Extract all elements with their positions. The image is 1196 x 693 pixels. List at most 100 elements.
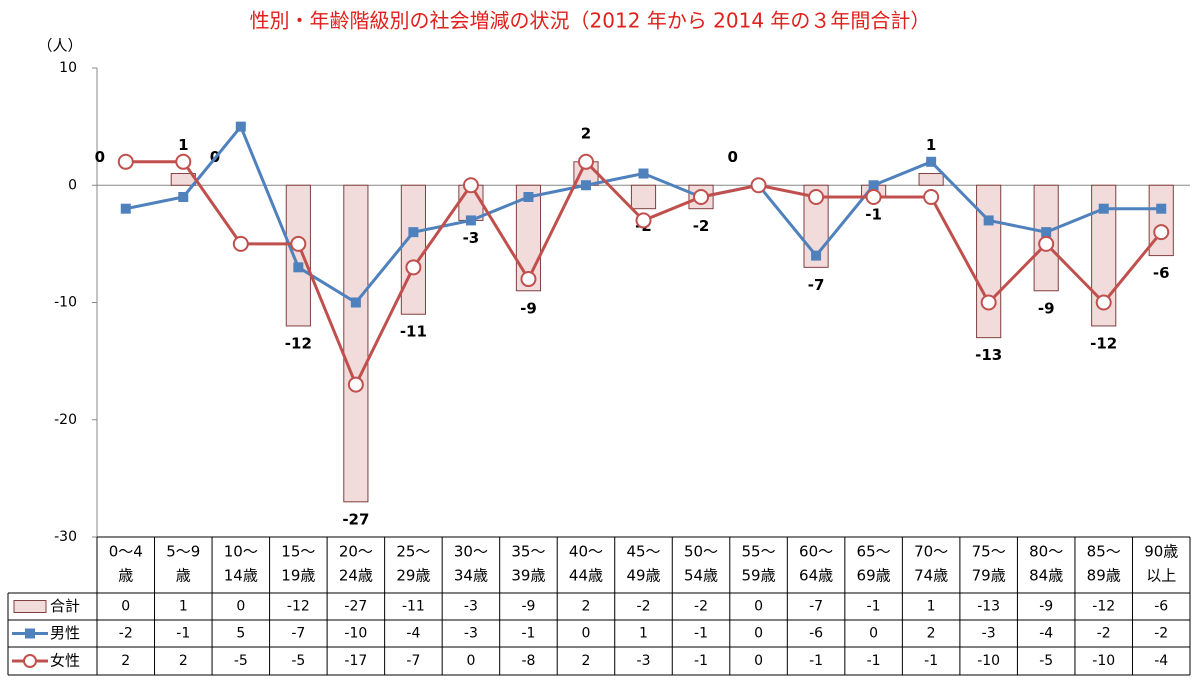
marker	[980, 294, 997, 311]
x-tick-label: 29歳	[396, 567, 430, 585]
marker	[462, 177, 479, 194]
x-tick-label: 25～	[396, 543, 430, 561]
x-tick-label: 40～	[569, 543, 603, 561]
data-label: -13	[975, 346, 1002, 364]
marker	[293, 262, 304, 273]
x-tick-label: 14歳	[224, 567, 258, 585]
table-cell: -6	[1154, 599, 1168, 615]
table-cell: -1	[694, 626, 708, 642]
x-tick-label: 89歳	[1087, 567, 1121, 585]
data-label: -12	[1090, 334, 1117, 352]
x-tick-label: 歳	[176, 567, 191, 585]
y-unit: （人）	[37, 37, 82, 55]
legend-marker	[23, 654, 37, 668]
x-tick-label: 85～	[1087, 543, 1121, 561]
y-tick-label: 10	[59, 60, 77, 76]
table-cell: -5	[1039, 653, 1053, 669]
x-tick-label: 69歳	[857, 567, 891, 585]
x-tick-label: 以上	[1146, 567, 1176, 585]
table-cell: -3	[464, 626, 478, 642]
x-tick-label: 60～	[799, 543, 833, 561]
x-tick-label: 44歳	[569, 567, 603, 585]
table-cell: 1	[927, 599, 936, 615]
data-label: -11	[400, 323, 427, 341]
table-cell: 0	[466, 653, 475, 669]
x-tick-label: 49歳	[626, 567, 660, 585]
table-cell: 2	[179, 653, 188, 669]
data-label: 1	[926, 136, 936, 154]
bar	[630, 184, 657, 210]
x-tick-label: 45～	[626, 543, 660, 561]
table-cell: -1	[867, 653, 881, 669]
x-tick-label: 79歳	[972, 567, 1006, 585]
x-tick-label: 5～9	[166, 543, 200, 561]
data-label: -12	[285, 334, 312, 352]
data-label: -6	[1153, 264, 1170, 282]
x-tick-label: 50～	[684, 543, 718, 561]
table-cell: -10	[344, 626, 367, 642]
table-cell: -4	[406, 626, 420, 642]
table-cell: -1	[176, 626, 190, 642]
table-cell: 1	[179, 599, 188, 615]
table-cell: 2	[927, 626, 936, 642]
marker	[923, 188, 940, 205]
x-tick-label: 歳	[118, 567, 133, 585]
x-tick-label: 90歳	[1144, 543, 1178, 561]
x-tick-label: 35～	[511, 543, 545, 561]
table-cell: -7	[406, 653, 420, 669]
data-label: -27	[342, 510, 369, 528]
x-tick-label: 19歳	[281, 567, 315, 585]
x-tick-label: 15～	[281, 543, 315, 561]
y-tick-label: -30	[54, 529, 77, 545]
bar	[918, 173, 944, 186]
table-cell: -5	[234, 653, 248, 669]
marker	[347, 376, 364, 393]
table-cell: -1	[924, 653, 938, 669]
marker	[577, 153, 594, 170]
chart-title: 性別・年齢階級別の社会増減の状況（2012 年から 2014 年の３年間合計）	[250, 9, 931, 33]
marker	[523, 191, 534, 202]
marker	[750, 177, 767, 194]
table-cell: -12	[1092, 599, 1115, 615]
table-cell: -9	[521, 599, 535, 615]
x-tick-label: 20～	[339, 543, 373, 561]
table-cell: 2	[121, 653, 130, 669]
legend-swatch	[13, 600, 47, 613]
marker	[1041, 227, 1052, 238]
x-tick-label: 70～	[914, 543, 948, 561]
table-cell: -10	[977, 653, 1000, 669]
x-tick-label: 30～	[454, 543, 488, 561]
table-cell: 2	[582, 653, 591, 669]
data-label: 0	[95, 148, 105, 166]
marker	[1038, 235, 1055, 252]
marker	[290, 235, 307, 252]
marker	[175, 153, 192, 170]
data-label: 1	[178, 136, 188, 154]
marker	[638, 168, 649, 179]
marker	[808, 188, 825, 205]
x-tick-label: 55～	[742, 543, 776, 561]
bar	[1148, 184, 1174, 257]
table-cell: -2	[119, 626, 133, 642]
x-tick-label: 74歳	[914, 567, 948, 585]
marker	[405, 259, 422, 276]
table-cell: -13	[977, 599, 1000, 615]
x-tick-label: 34歳	[454, 567, 488, 585]
table-cell: -5	[291, 653, 305, 669]
table-cell: -3	[982, 626, 996, 642]
marker	[408, 227, 419, 238]
table-cell: 0	[236, 599, 245, 615]
table-cell: -27	[344, 599, 367, 615]
table-cell: 0	[121, 599, 130, 615]
y-tick-label: -10	[54, 295, 77, 311]
marker	[520, 271, 537, 288]
marker	[178, 191, 189, 202]
data-label: 2	[581, 124, 591, 142]
legend-label: 女性	[50, 652, 80, 670]
marker	[983, 215, 994, 226]
marker	[811, 250, 822, 261]
table-cell: -2	[694, 599, 708, 615]
table-cell: -2	[1154, 626, 1168, 642]
table-cell: -2	[637, 599, 651, 615]
marker	[868, 180, 879, 191]
